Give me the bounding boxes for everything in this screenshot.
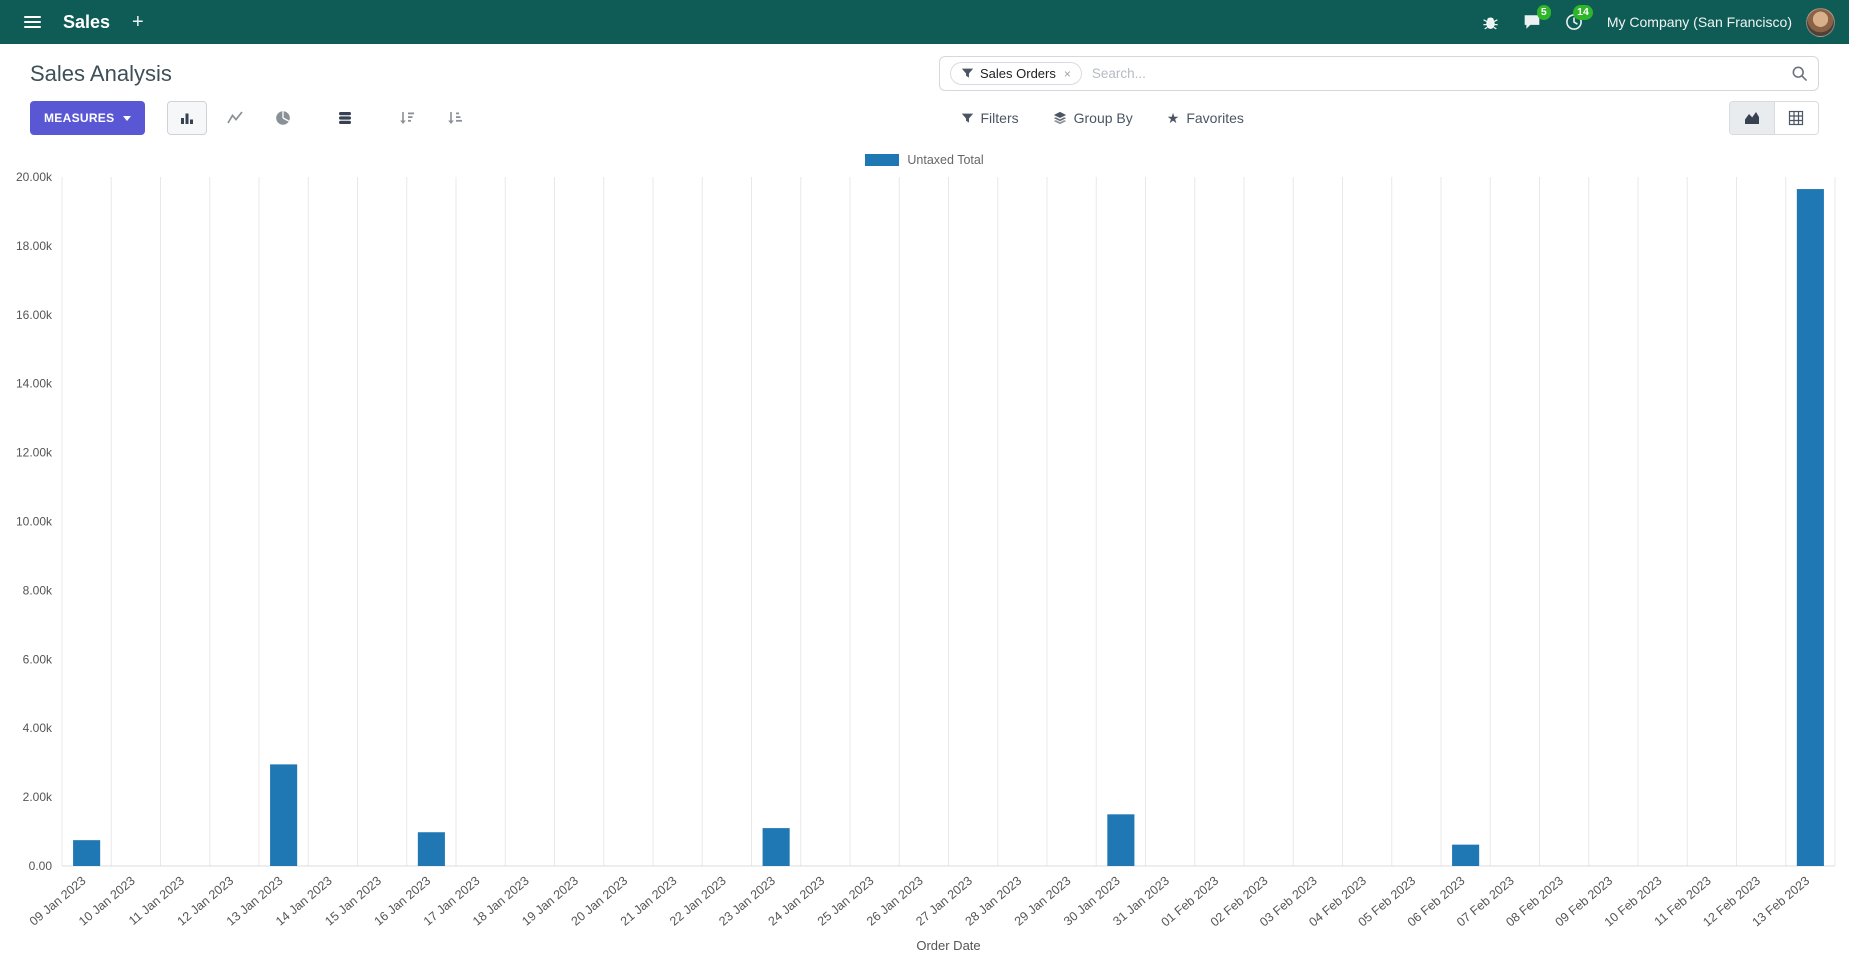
- search-bar[interactable]: Sales Orders ×: [939, 56, 1819, 91]
- messages-button[interactable]: 5: [1513, 0, 1551, 44]
- search-options: Filters Group By ★ Favorites: [959, 106, 1246, 130]
- pivot-table-icon: [1789, 110, 1804, 126]
- measures-label: MEASURES: [44, 111, 115, 125]
- chart-legend[interactable]: Untaxed Total: [865, 153, 984, 167]
- activities-button[interactable]: 14: [1555, 0, 1593, 44]
- bar-30-Jan-2023[interactable]: [1107, 814, 1135, 866]
- search-input[interactable]: [1089, 65, 1783, 82]
- favorites-button[interactable]: ★ Favorites: [1165, 106, 1246, 130]
- top-navbar: Sales + 5: [0, 0, 1849, 44]
- group-by-label: Group By: [1073, 110, 1133, 126]
- bar-06-Feb-2023[interactable]: [1452, 844, 1480, 866]
- bar-13-Feb-2023[interactable]: [1796, 189, 1824, 866]
- facet-remove-icon[interactable]: ×: [1063, 66, 1071, 81]
- chart-area: Untaxed Total 0.00 2.00k 4.00k 6.00k 8.00k 10…: [0, 147, 1849, 958]
- stacked-toggle-button[interactable]: [325, 101, 365, 135]
- y-axis-label: 16.00k: [16, 308, 53, 322]
- y-axis-label: 12.00k: [16, 446, 53, 460]
- filters-label: Filters: [980, 110, 1019, 126]
- search-icon[interactable]: [1791, 65, 1808, 82]
- bar-09-Jan-2023[interactable]: [73, 840, 101, 866]
- caret-down-icon: [123, 115, 132, 121]
- stacked-icon: [339, 112, 352, 124]
- sort-ascending-icon: [448, 112, 463, 124]
- y-axis-label: 14.00k: [16, 377, 53, 391]
- y-axis-label: 18.00k: [16, 239, 53, 253]
- line-chart-view-button[interactable]: [215, 101, 255, 135]
- favorites-label: Favorites: [1186, 110, 1244, 126]
- line-chart-icon: [227, 111, 244, 124]
- search-facet[interactable]: Sales Orders ×: [950, 62, 1082, 85]
- bar-chart-view-button[interactable]: [167, 101, 208, 135]
- view-switcher: [1728, 101, 1819, 135]
- bar-16-Jan-2023[interactable]: [417, 832, 445, 866]
- new-window-button[interactable]: +: [122, 0, 154, 44]
- sort-ascending-button[interactable]: [435, 101, 475, 135]
- filter-funnel-icon: [961, 68, 974, 78]
- graph-tools: MEASURES: [30, 101, 475, 135]
- company-switcher[interactable]: My Company (San Francisco): [1606, 14, 1792, 30]
- app-name[interactable]: Sales: [63, 11, 111, 32]
- apps-menu-button[interactable]: [14, 0, 51, 44]
- control-panel: Sales Analysis Sales Orders ×: [0, 44, 1849, 147]
- debug-button[interactable]: [1472, 0, 1509, 44]
- facet-label: Sales Orders: [980, 66, 1056, 81]
- filters-button[interactable]: Filters: [959, 106, 1021, 130]
- graph-view-button[interactable]: [1729, 102, 1774, 134]
- bar-chart-icon: [181, 113, 194, 124]
- breadcrumb-search-row: Sales Analysis Sales Orders ×: [0, 54, 1849, 97]
- toolbar-row: MEASURES: [0, 97, 1849, 145]
- y-axis-label: 4.00k: [23, 721, 53, 735]
- pivot-view-button[interactable]: [1773, 102, 1818, 134]
- y-axis-label: 20.00k: [16, 171, 53, 184]
- navbar-left: Sales +: [14, 0, 154, 44]
- pie-chart-view-button[interactable]: [263, 101, 303, 135]
- hamburger-icon: [24, 16, 41, 28]
- sort-descending-button[interactable]: [387, 101, 427, 135]
- plus-icon: +: [132, 11, 144, 33]
- navbar-right: 5 14 My Company (San Francisco): [1472, 0, 1835, 44]
- legend-label: Untaxed Total: [907, 153, 984, 167]
- star-icon: ★: [1166, 110, 1180, 126]
- legend-swatch: [865, 154, 900, 166]
- layers-icon: [1053, 111, 1066, 125]
- page-title: Sales Analysis: [30, 60, 172, 86]
- group-by-button[interactable]: Group By: [1051, 106, 1135, 130]
- bar-chart-canvas: 0.00 2.00k 4.00k 6.00k 8.00k 10.00k 12.00k 14.0…: [0, 171, 1849, 958]
- filters-icon: [961, 113, 973, 123]
- measures-button[interactable]: MEASURES: [30, 101, 146, 135]
- y-axis-label: 10.00k: [16, 515, 53, 529]
- bar-13-Jan-2023[interactable]: [270, 764, 298, 866]
- sales-bar-chart-svg: 0.00 2.00k 4.00k 6.00k 8.00k 10.00k 12.00k 14.0…: [16, 171, 1836, 953]
- y-axis-label: 8.00k: [23, 583, 53, 597]
- y-axis-label: 0.00: [29, 859, 53, 873]
- activities-badge: 14: [1573, 5, 1593, 20]
- y-axis-label: 2.00k: [23, 790, 53, 804]
- chat-bubble-icon: [1524, 15, 1540, 29]
- bug-icon: [1483, 16, 1498, 29]
- pie-chart-icon: [276, 111, 291, 125]
- y-axis-label: 6.00k: [23, 652, 53, 666]
- user-avatar[interactable]: [1806, 7, 1835, 37]
- messages-badge: 5: [1536, 5, 1551, 20]
- x-axis-title: Order Date: [916, 938, 980, 953]
- sort-descending-icon: [400, 112, 415, 124]
- bar-23-Jan-2023[interactable]: [762, 828, 790, 866]
- area-chart-icon: [1744, 112, 1759, 124]
